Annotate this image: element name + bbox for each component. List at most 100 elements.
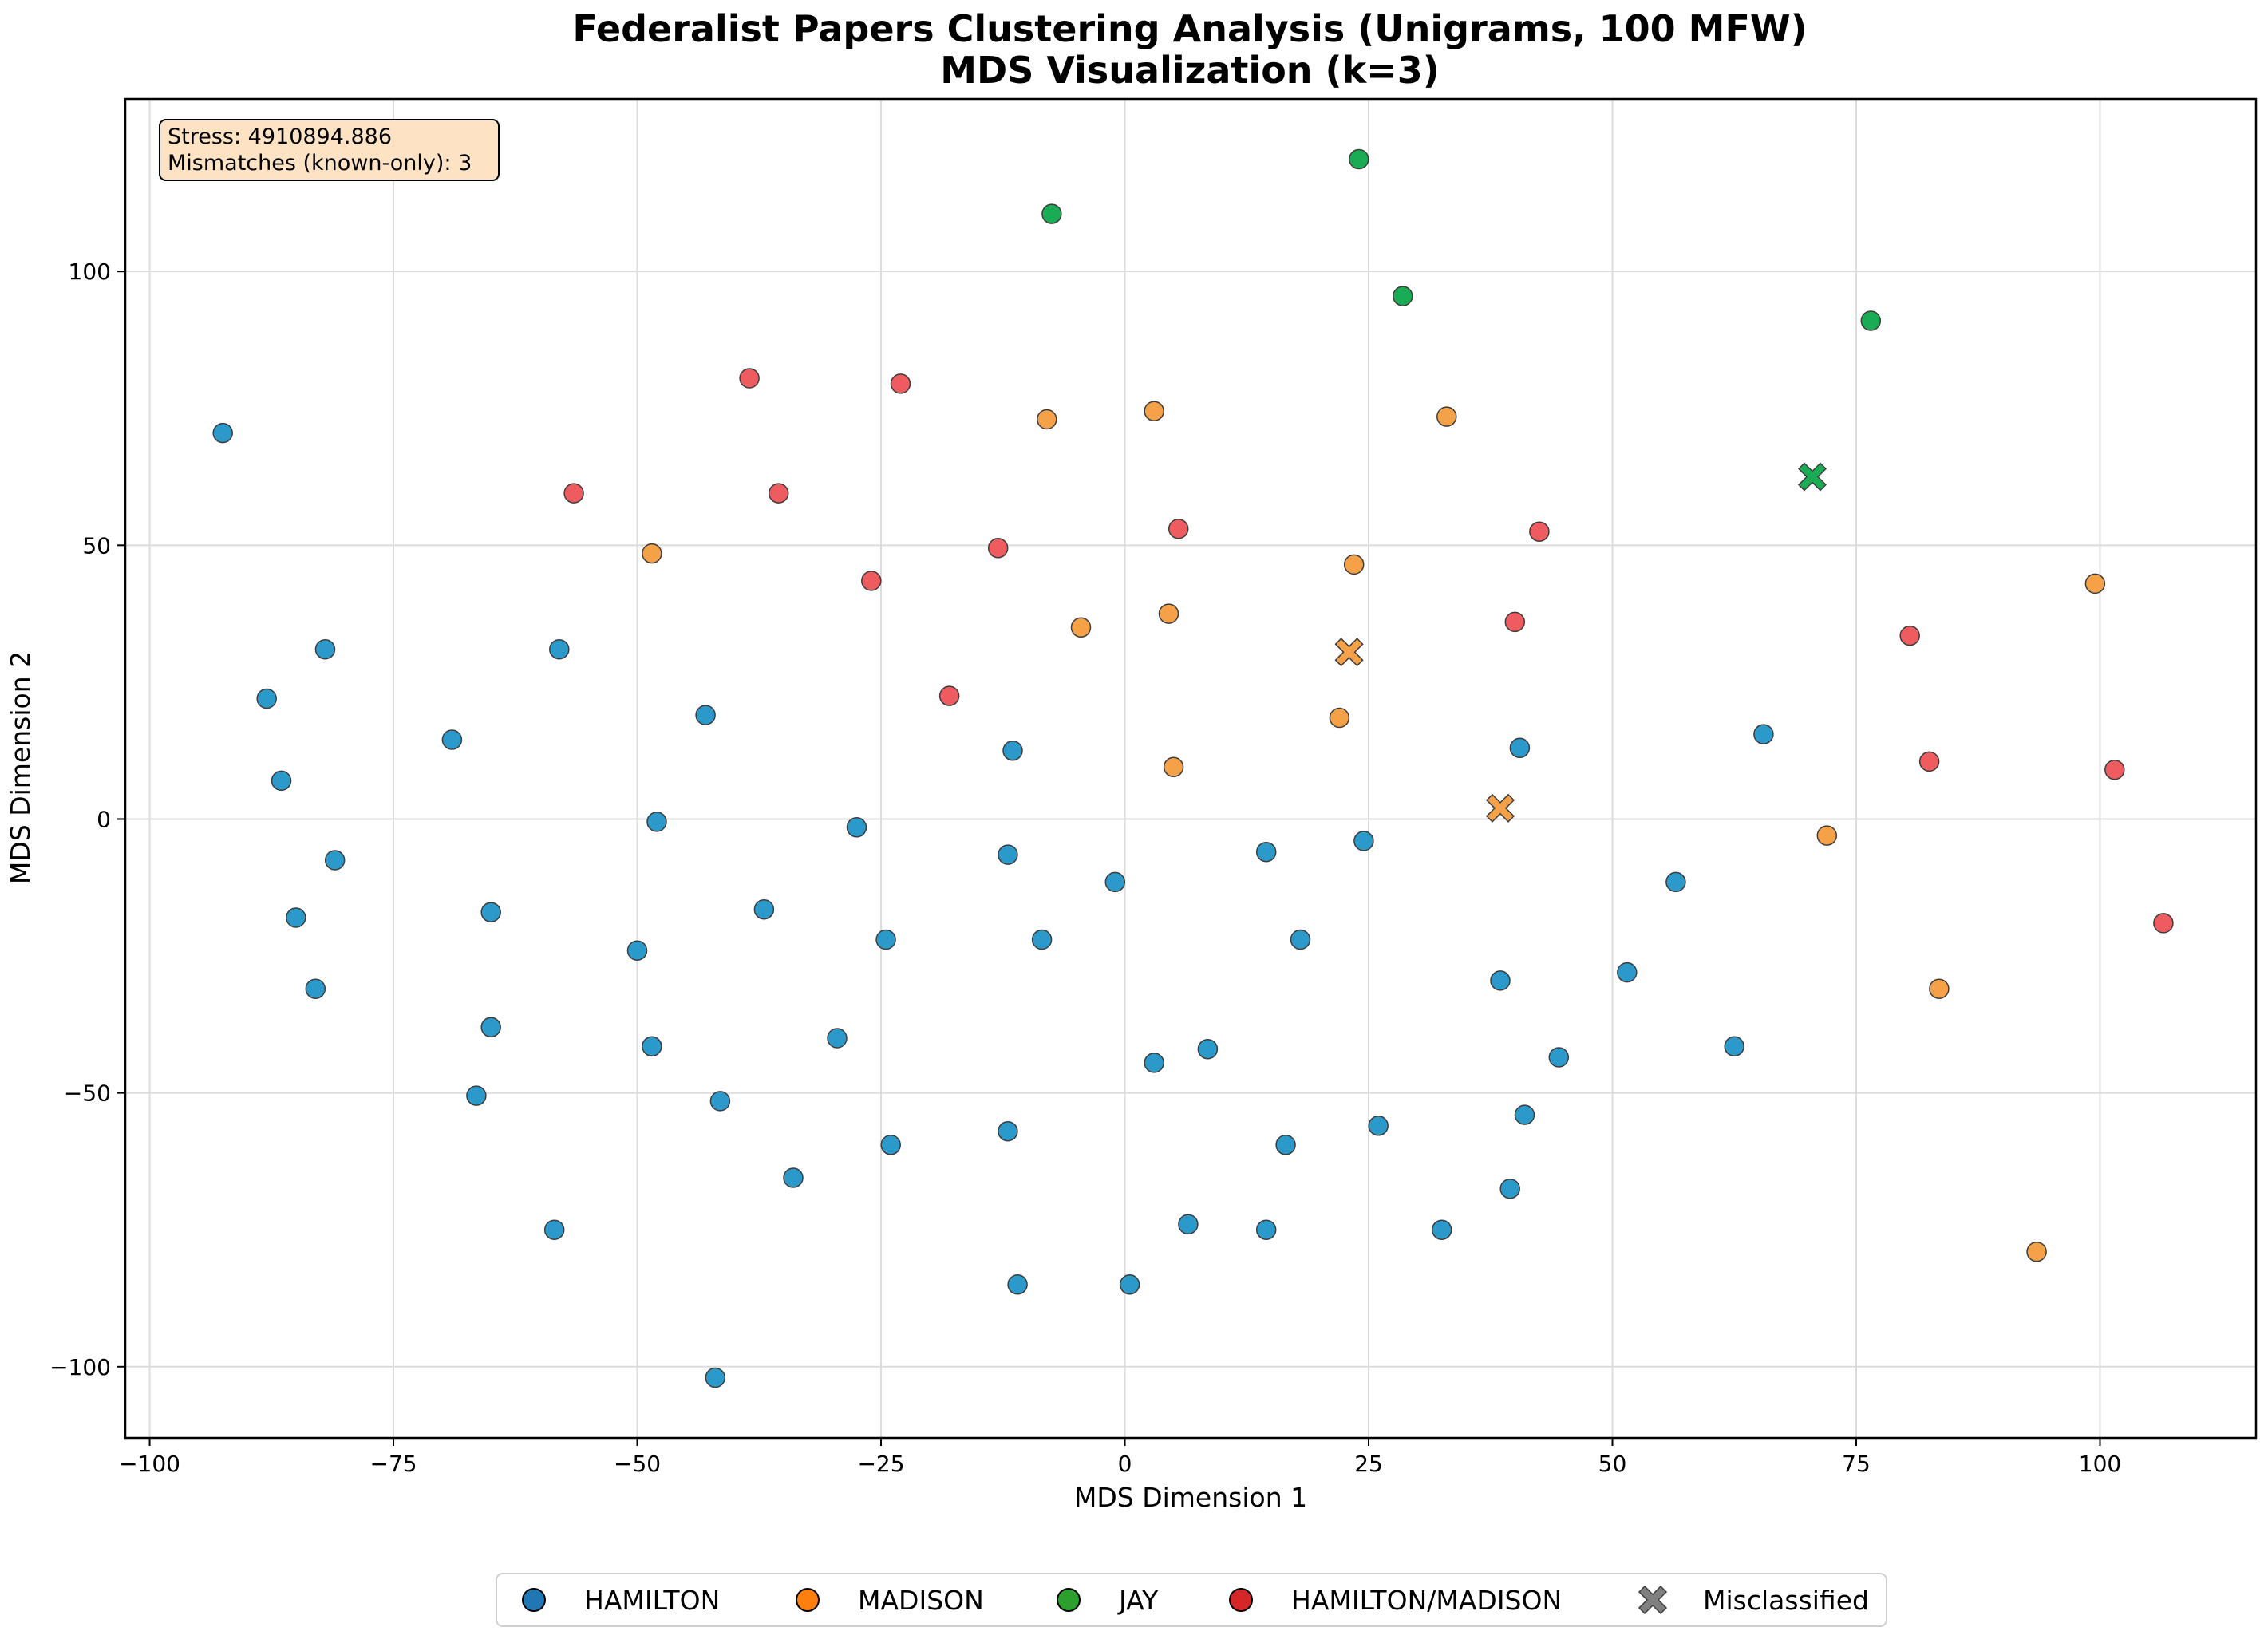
data-point-hamilton xyxy=(998,844,1018,865)
y-tick-label: 100 xyxy=(69,259,111,285)
data-point-hamilton xyxy=(212,422,233,444)
data-point-madison xyxy=(642,543,662,564)
chart-title-line-2: MDS Visualization (k=3) xyxy=(940,49,1440,92)
data-point-hamilton xyxy=(998,1120,1018,1142)
data-point-hamilton-madison xyxy=(739,368,760,389)
data-point-hamilton xyxy=(1197,1038,1219,1060)
data-point-hamilton xyxy=(466,1085,487,1106)
data-point-hamilton xyxy=(846,817,867,838)
misclassified-marker xyxy=(1797,462,1827,492)
data-point-madison xyxy=(1144,401,1164,421)
legend-label-jay: JAY xyxy=(1117,1585,1159,1616)
x-tick-label: 75 xyxy=(1842,1451,1871,1477)
data-point-hamilton xyxy=(256,688,277,709)
x-tick-label: −25 xyxy=(857,1451,904,1477)
data-point-hamilton xyxy=(1104,871,1126,893)
stats-box: Stress: 4910894.886 Mismatches (known-on… xyxy=(159,119,500,181)
data-point-hamilton xyxy=(1275,1135,1296,1155)
legend-marker-madison xyxy=(796,1588,820,1612)
data-point-madison xyxy=(1929,978,1950,999)
misclassified-marker xyxy=(1334,638,1364,667)
legend-label-hamilton-madison: HAMILTON/MADISON xyxy=(1291,1585,1562,1616)
data-point-hamilton xyxy=(1499,1178,1520,1199)
x-tick-label: −50 xyxy=(614,1451,661,1477)
data-point-hamilton xyxy=(480,1017,501,1038)
data-point-hamilton xyxy=(1178,1214,1199,1235)
data-point-hamilton xyxy=(783,1167,804,1188)
data-point-hamilton-madison xyxy=(1504,611,1526,633)
x-axis-label: MDS Dimension 1 xyxy=(1074,1482,1307,1513)
chart-title-line-1: Federalist Papers Clustering Analysis (U… xyxy=(572,7,1807,50)
data-point-hamilton-madison xyxy=(2104,759,2125,780)
legend-items: HAMILTON MADISON JAY HAMILTON/MADISON Miscla… xyxy=(522,1585,1869,1616)
data-point-hamilton xyxy=(1514,1104,1535,1125)
data-point-hamilton xyxy=(441,729,463,750)
data-point-hamilton xyxy=(705,1367,726,1388)
data-point-hamilton xyxy=(1031,929,1053,950)
data-point-hamilton-madison xyxy=(987,538,1009,559)
data-point-hamilton xyxy=(324,850,346,871)
data-points xyxy=(212,148,2174,1388)
data-point-hamilton xyxy=(543,1219,565,1240)
data-point-jay xyxy=(1393,286,1413,306)
axis-ticks: −100 −75 −50 −25 0 25 50 75 100 −100 −50 0 50 100 xyxy=(49,259,2121,1477)
data-point-hamilton xyxy=(1255,1219,1277,1240)
data-point-hamilton xyxy=(286,907,306,928)
stats-box-background xyxy=(159,119,500,181)
data-point-hamilton xyxy=(480,902,501,922)
data-point-hamilton xyxy=(753,898,775,920)
data-point-hamilton xyxy=(1007,1274,1028,1295)
legend: HAMILTON MADISON JAY HAMILTON/MADISON Miscla… xyxy=(496,1573,1887,1627)
data-point-hamilton-madison xyxy=(1168,518,1189,539)
legend-label-hamilton: HAMILTON xyxy=(584,1585,720,1616)
x-tick-label: 50 xyxy=(1598,1451,1627,1477)
data-point-hamilton xyxy=(1724,1036,1744,1057)
data-point-hamilton xyxy=(1255,841,1277,863)
data-point-madison xyxy=(2084,573,2106,594)
y-axis-label: MDS Dimension 2 xyxy=(5,651,36,884)
data-point-hamilton-madison xyxy=(1918,751,1940,772)
y-tick-label: 50 xyxy=(82,532,111,559)
data-point-madison xyxy=(1163,756,1184,778)
data-point-jay xyxy=(1860,310,1882,331)
x-tick-label: −100 xyxy=(119,1451,180,1477)
data-point-hamilton xyxy=(549,638,570,660)
data-point-jay xyxy=(1041,203,1062,224)
data-point-hamilton xyxy=(1548,1047,1570,1068)
legend-frame xyxy=(496,1573,1887,1627)
data-point-hamilton xyxy=(1353,831,1374,851)
data-point-madison xyxy=(1037,409,1057,430)
data-point-madison xyxy=(1070,617,1092,638)
data-point-hamilton xyxy=(1665,871,1686,893)
data-point-hamilton xyxy=(271,770,292,792)
stress-value-text: Stress: 4910894.886 xyxy=(168,124,392,149)
y-tick-label: −50 xyxy=(64,1080,111,1107)
data-point-madison xyxy=(1158,603,1179,624)
legend-marker-misclassified xyxy=(1638,1585,1668,1615)
data-point-hamilton xyxy=(1753,724,1774,744)
data-point-hamilton-madison xyxy=(1529,521,1550,542)
data-point-hamilton xyxy=(880,1135,901,1155)
data-point-hamilton xyxy=(1490,970,1511,991)
legend-label-madison: MADISON xyxy=(858,1585,984,1616)
data-point-hamilton xyxy=(642,1036,662,1057)
plot-area-frame xyxy=(124,97,2258,1440)
data-point-hamilton xyxy=(1617,962,1638,983)
x-tick-label: 25 xyxy=(1354,1451,1383,1477)
data-point-hamilton xyxy=(709,1091,731,1112)
data-point-hamilton-madison xyxy=(890,373,911,394)
data-point-hamilton-madison xyxy=(2153,913,2174,934)
x-tick-label: 100 xyxy=(2079,1451,2121,1477)
data-point-hamilton xyxy=(646,812,667,832)
x-tick-label: 0 xyxy=(1118,1451,1132,1477)
data-point-hamilton xyxy=(1119,1274,1140,1295)
y-tick-label: −100 xyxy=(49,1354,111,1380)
data-point-hamilton xyxy=(626,940,648,961)
data-point-hamilton-madison xyxy=(768,483,789,504)
data-point-hamilton xyxy=(827,1028,848,1049)
data-point-hamilton xyxy=(1144,1053,1164,1073)
data-point-madison xyxy=(1436,406,1457,427)
data-point-madison xyxy=(2026,1241,2047,1262)
legend-marker-hamilton-madison xyxy=(1229,1588,1253,1612)
data-point-madison xyxy=(1329,707,1350,729)
